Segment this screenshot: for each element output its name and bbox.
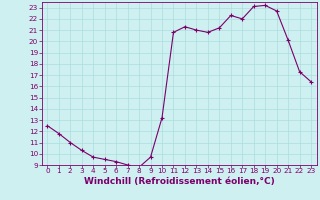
X-axis label: Windchill (Refroidissement éolien,°C): Windchill (Refroidissement éolien,°C) xyxy=(84,177,275,186)
